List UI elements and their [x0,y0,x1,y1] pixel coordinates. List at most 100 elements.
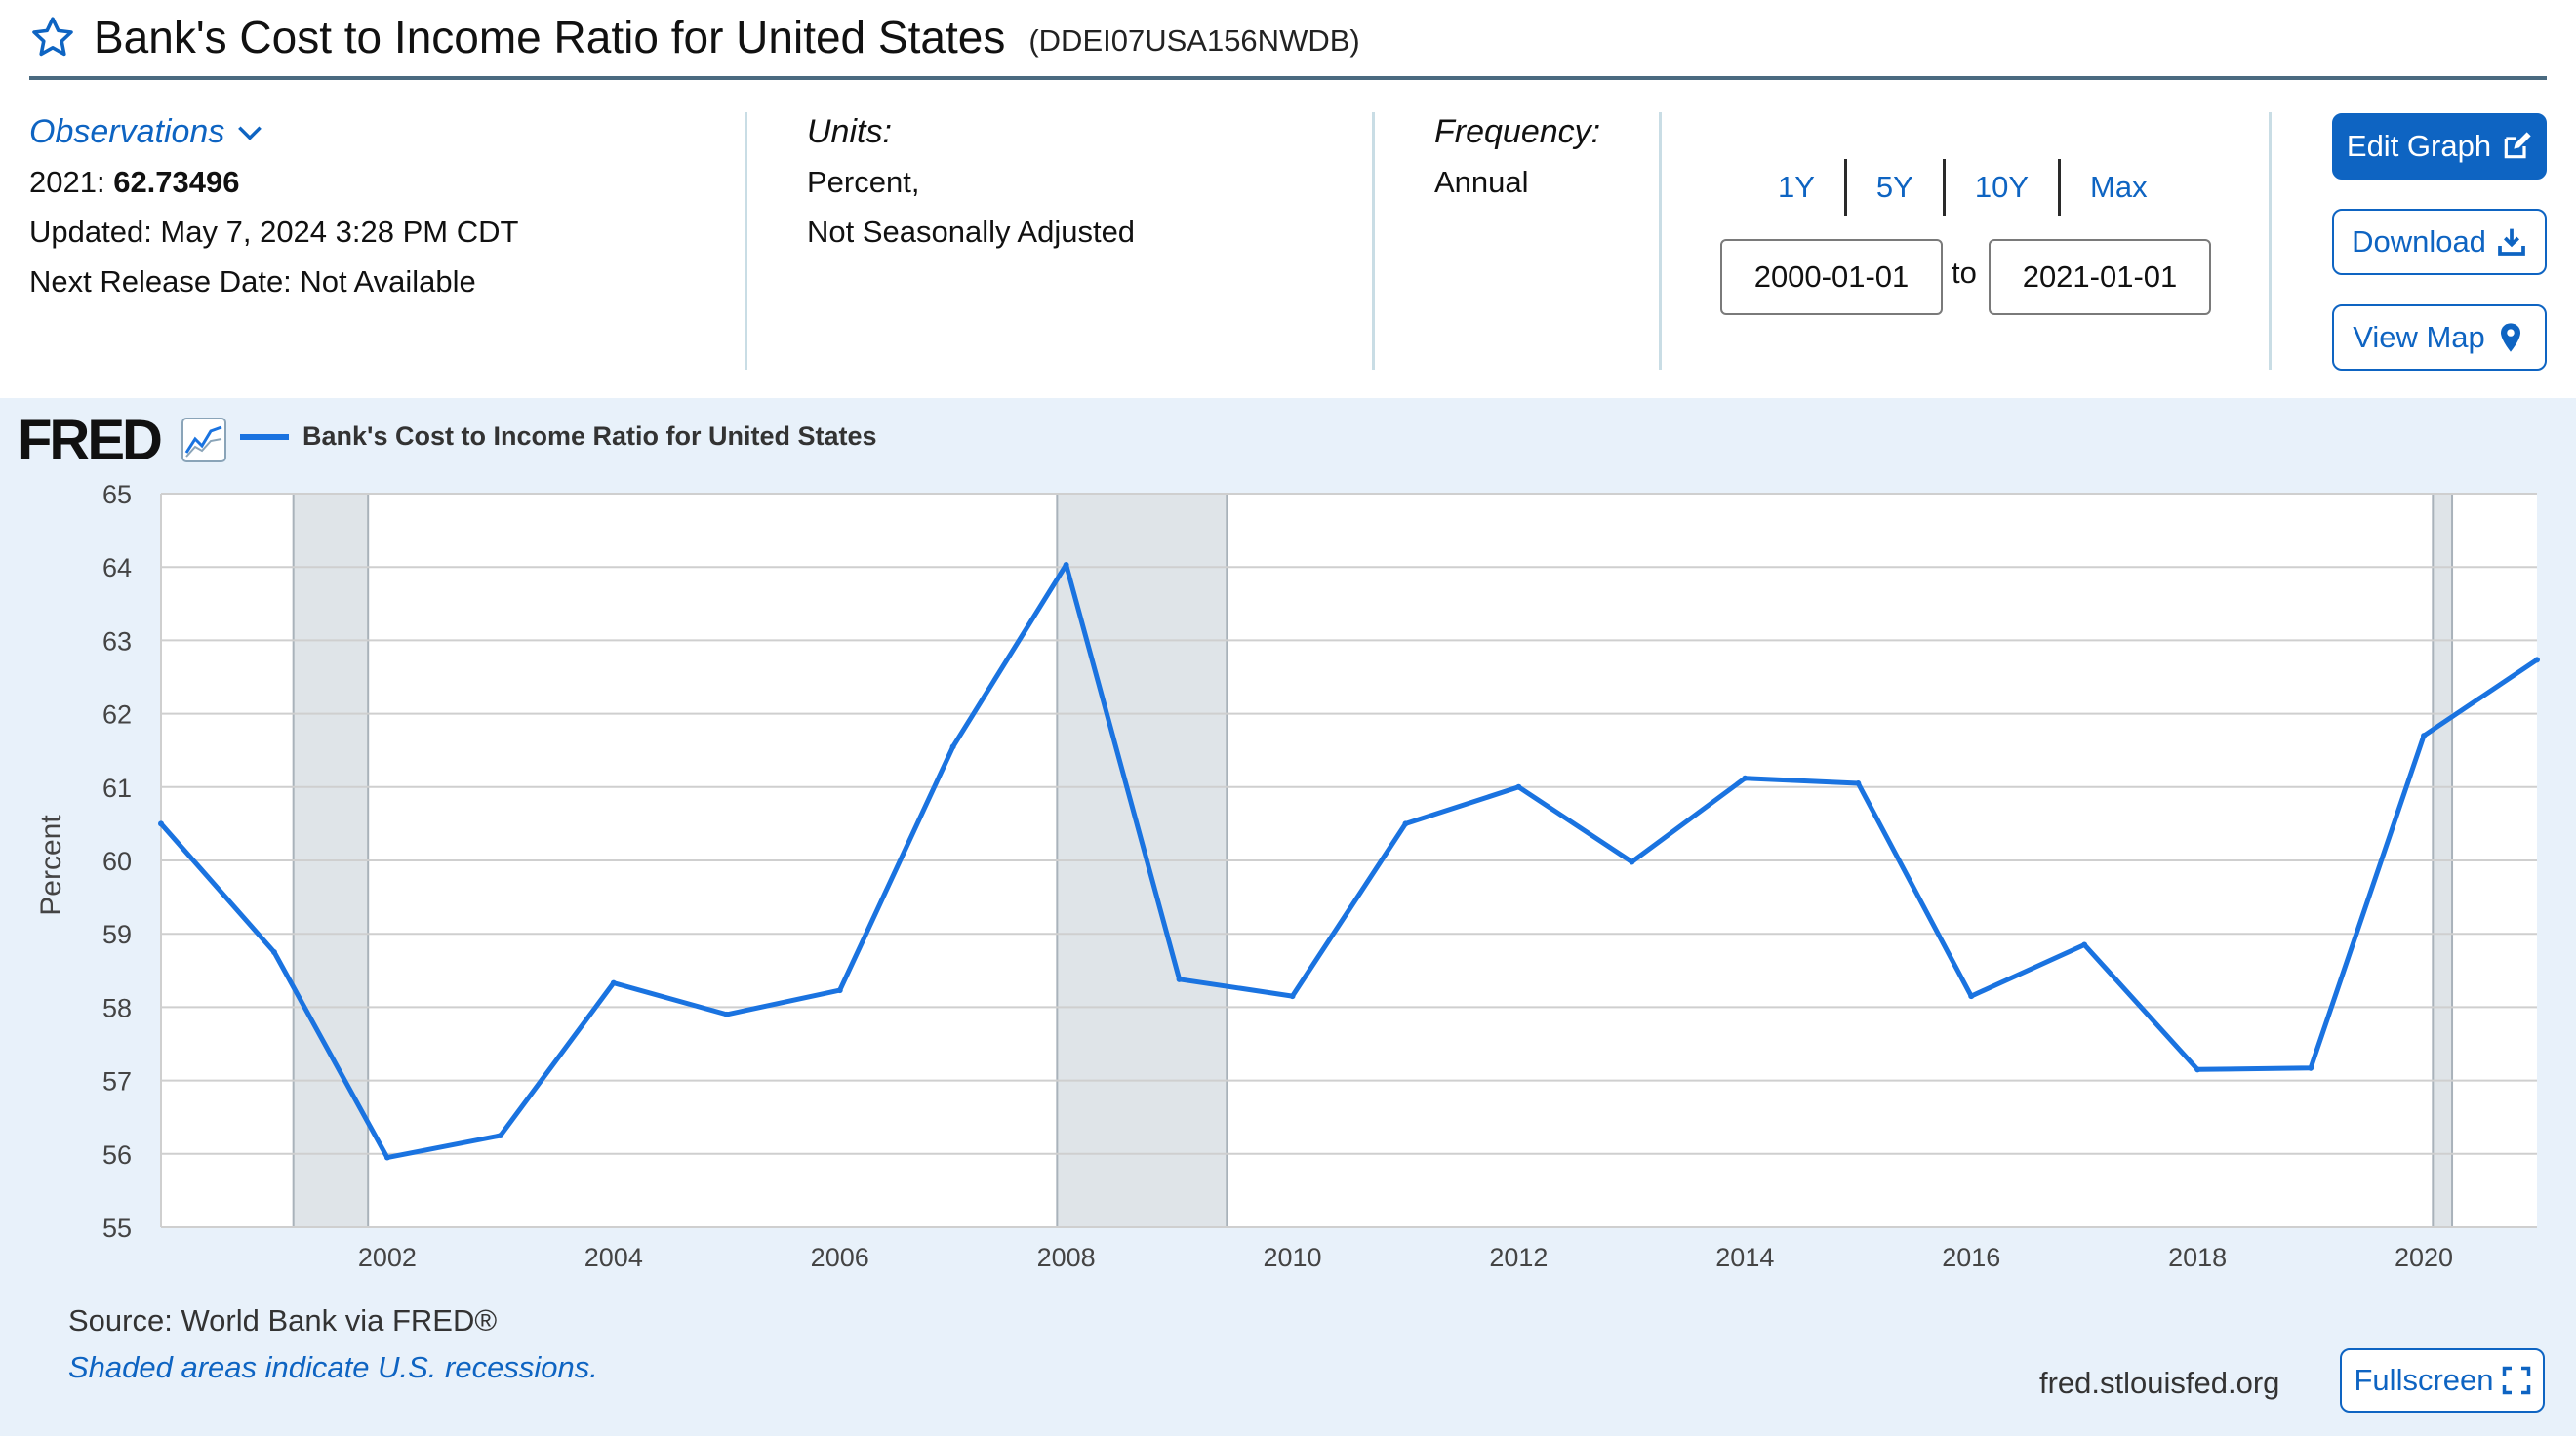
latest-value: 62.73496 [113,165,240,199]
divider [745,112,747,370]
frequency-value: Annual [1434,165,1529,199]
units-line2: Not Seasonally Adjusted [807,215,1136,249]
data-point[interactable] [2534,657,2540,663]
y-tick-label: 63 [102,626,132,656]
y-tick-label: 56 [102,1140,132,1170]
data-point[interactable] [270,949,277,955]
view-map-button[interactable]: View Map [2332,304,2547,371]
data-point[interactable] [1515,783,1522,790]
fred-logo: FRED [18,409,163,472]
data-point[interactable] [1742,775,1749,781]
chart-legend: Bank's Cost to Income Ratio for United S… [240,421,877,452]
series-line[interactable] [159,562,2539,1161]
y-tick-label: 61 [102,774,132,803]
range-links: 1Y 5Y 10Y Max [1749,158,2177,217]
fullscreen-button[interactable]: Fullscreen [2340,1348,2545,1413]
range-10y[interactable]: 10Y [1974,170,2030,204]
y-axis-label: Percent [35,815,67,916]
recession-note-link[interactable]: Shaded areas indicate U.S. recessions. [68,1350,598,1384]
title-row: Bank's Cost to Income Ratio for United S… [29,4,1360,70]
legend-label: Bank's Cost to Income Ratio for United S… [302,421,877,451]
download-button[interactable]: Download [2332,209,2547,275]
y-tick-label: 65 [102,480,132,509]
next-release-text: Next Release Date: Not Available [29,264,476,299]
legend-swatch [240,433,289,440]
divider [1659,112,1662,370]
x-tick-label: 2008 [1037,1243,1096,1272]
x-tick-label: 2006 [811,1243,869,1272]
data-point[interactable] [1289,993,1296,1000]
data-point[interactable] [1968,993,1975,1000]
data-point[interactable] [1063,561,1069,568]
download-icon [2498,228,2525,256]
latest-observation: 2021: 62.73496 [29,157,518,207]
series-id: (DDEI07USA156NWDB) [1028,23,1360,58]
chevron-down-icon [238,125,262,140]
units-panel: Units: Percent, Not Seasonally Adjusted [807,107,1135,257]
data-point[interactable] [2081,941,2088,948]
units-label: Units: [807,113,892,150]
line-chart[interactable]: 55 56 57 58 59 60 61 62 63 64 65 2002 2004 2006 2008 2… [0,398,2576,1276]
start-date-input[interactable]: 2000-01-01 [1720,239,1943,315]
x-tick-label: 2018 [2168,1243,2227,1272]
download-label: Download [2352,224,2486,259]
page-title: Bank's Cost to Income Ratio for United S… [94,12,1006,62]
y-tick-label: 59 [102,920,132,949]
x-tick-label: 2020 [2395,1243,2453,1272]
data-point[interactable] [2194,1066,2201,1073]
y-tick-label: 60 [102,847,132,876]
x-tick-label: 2014 [1715,1243,1774,1272]
latest-date: 2021: [29,165,105,199]
observations-label: Observations [29,113,225,150]
data-point[interactable] [1629,858,1635,865]
data-point[interactable] [1176,976,1183,982]
data-point[interactable] [383,1154,390,1161]
data-point[interactable] [497,1133,503,1138]
range-separator [1843,159,1847,216]
y-tick-label: 57 [102,1067,132,1097]
fullscreen-label: Fullscreen [2354,1363,2494,1397]
data-point[interactable] [610,979,617,986]
x-tick-label: 2004 [584,1243,643,1272]
x-tick-label: 2002 [358,1243,417,1272]
source-text: Source: World Bank via FRED® [68,1303,498,1337]
range-1y[interactable]: 1Y [1778,170,1815,204]
y-tick-label: 55 [102,1214,132,1243]
frequency-panel: Frequency: Annual [1434,107,1600,207]
x-tick-label: 2010 [1263,1243,1321,1272]
observations-toggle[interactable]: Observations [29,107,518,157]
observations-panel: Observations 2021: 62.73496 Updated: May… [29,107,518,306]
data-point[interactable] [723,1011,730,1017]
edit-icon [2504,132,2531,159]
range-5y[interactable]: 5Y [1875,170,1913,204]
data-point[interactable] [158,820,164,827]
fullscreen-icon [2502,1366,2530,1395]
range-separator [2058,159,2062,216]
edit-graph-label: Edit Graph [2346,129,2492,163]
updated-text: Updated: May 7, 2024 3:28 PM CDT [29,215,519,249]
date-to-label: to [1952,256,1977,290]
range-max[interactable]: Max [2090,170,2148,204]
data-point[interactable] [836,987,843,994]
units-line1: Percent, [807,165,920,199]
map-pin-icon [2500,323,2520,352]
divider [1372,112,1375,370]
chart-logo-icon [181,418,226,462]
y-tick-label: 62 [102,700,132,730]
frequency-label: Frequency: [1434,113,1601,150]
range-separator [1942,159,1946,216]
y-tick-label: 64 [102,553,132,582]
data-point[interactable] [1855,780,1862,787]
data-point[interactable] [949,743,956,750]
x-tick-label: 2016 [1942,1243,2000,1272]
view-map-label: View Map [2353,320,2485,354]
x-tick-label: 2012 [1489,1243,1548,1272]
end-date-input[interactable]: 2021-01-01 [1989,239,2211,315]
star-icon[interactable] [29,14,76,60]
site-url[interactable]: fred.stlouisfed.org [2039,1366,2280,1400]
data-point[interactable] [2421,733,2428,739]
data-point[interactable] [1402,820,1409,827]
data-point[interactable] [2308,1064,2314,1071]
title-divider [29,76,2547,80]
edit-graph-button[interactable]: Edit Graph [2332,113,2547,180]
